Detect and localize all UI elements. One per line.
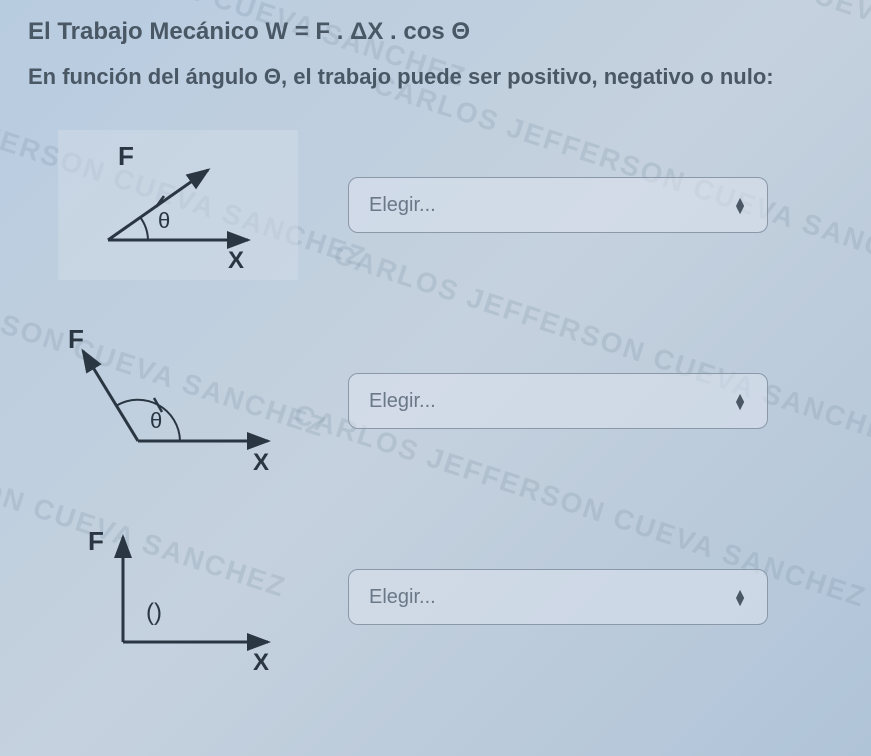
chevron-updown-icon: ▲▼ [733, 393, 747, 410]
x-label: X [228, 247, 244, 274]
angle-label: θ [150, 408, 162, 433]
force-label: F [88, 526, 104, 556]
diagram-obtuse: F θ X [58, 326, 298, 476]
page-subtitle: En función del ángulo Θ, el trabajo pued… [28, 64, 843, 90]
force-label: F [68, 324, 84, 354]
force-label: F [118, 141, 134, 171]
dropdown-placeholder: Elegir... [369, 586, 436, 609]
page-title: El Trabajo Mecánico W = F . ΔX . cos Θ [28, 18, 843, 46]
chevron-updown-icon: ▲▼ [733, 589, 747, 606]
chevron-updown-icon: ▲▼ [733, 197, 747, 214]
angle-label: θ [158, 208, 170, 233]
diagram-right: F () X [58, 522, 298, 672]
x-label: X [253, 649, 269, 676]
dropdown-placeholder: Elegir... [369, 390, 436, 413]
question-row-acute: F θ X Elegir... ▲▼ [28, 130, 843, 280]
diagram-acute: F θ X [58, 130, 298, 280]
question-row-right: F () X Elegir... ▲▼ [28, 522, 843, 672]
x-label: X [253, 449, 269, 476]
question-row-obtuse: F θ X Elegir... ▲▼ [28, 326, 843, 476]
dropdown-placeholder: Elegir... [369, 194, 436, 217]
dropdown-obtuse[interactable]: Elegir... ▲▼ [348, 373, 768, 429]
angle-label: () [146, 599, 162, 626]
dropdown-right[interactable]: Elegir... ▲▼ [348, 569, 768, 625]
dropdown-acute[interactable]: Elegir... ▲▼ [348, 177, 768, 233]
